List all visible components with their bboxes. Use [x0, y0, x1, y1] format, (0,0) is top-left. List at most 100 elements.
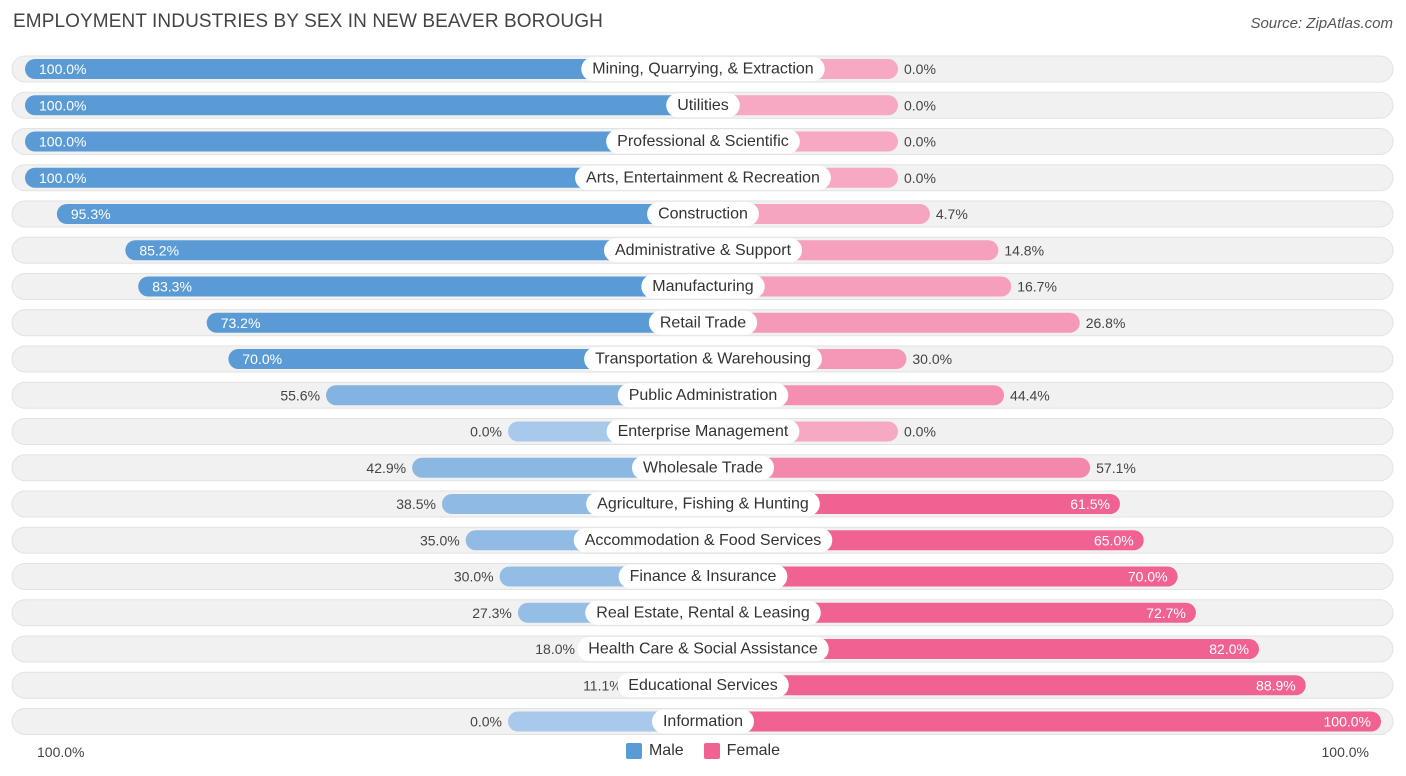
data-label-female: 44.4%	[1010, 387, 1050, 403]
data-label-female: 70.0%	[1128, 569, 1168, 585]
bar-female	[703, 457, 1091, 478]
category-pill	[648, 310, 758, 335]
bar-female	[703, 312, 1080, 333]
data-label-female: 82.0%	[1209, 641, 1249, 657]
category-pill	[651, 709, 755, 734]
category-label: Wholesale Trade	[643, 459, 763, 476]
legend-label-female: Female	[726, 742, 781, 759]
legend: Male Female	[0, 742, 1406, 760]
category-label: Retail Trade	[660, 314, 746, 331]
data-label-female: 61.5%	[1070, 496, 1110, 512]
bar-female	[703, 711, 1381, 732]
category-pill	[647, 202, 759, 226]
category-pill	[585, 600, 821, 625]
data-label-male: 100.0%	[39, 170, 86, 186]
category-pill	[641, 274, 765, 299]
bar-male	[326, 385, 703, 406]
data-label-female: 0.0%	[904, 97, 936, 113]
category-label: Utilities	[677, 97, 729, 114]
bar-male	[138, 276, 703, 297]
data-label-male: 35.0%	[420, 532, 460, 548]
chart-title: EMPLOYMENT INDUSTRIES BY SEX IN NEW BEAV…	[13, 11, 603, 32]
category-pill	[631, 455, 775, 480]
data-label-female: 14.8%	[1004, 242, 1044, 258]
category-label: Enterprise Management	[618, 423, 789, 440]
category-label: Information	[663, 713, 743, 730]
bar-female	[703, 602, 1196, 623]
data-label-female: 4.7%	[936, 206, 968, 222]
bar-male	[228, 349, 703, 369]
category-pill	[603, 238, 803, 263]
category-label: Professional & Scientific	[617, 133, 789, 150]
legend-label-male: Male	[648, 742, 684, 759]
bar-female	[703, 95, 898, 116]
category-label: Health Care & Social Assistance	[588, 641, 818, 658]
data-label-male: 85.2%	[139, 242, 179, 258]
legend-item-female[interactable]: Female	[703, 742, 781, 760]
data-label-male: 42.9%	[366, 460, 406, 476]
legend-swatch-female	[703, 743, 720, 759]
data-label-male: 100.0%	[39, 61, 86, 77]
category-label: Mining, Quarrying, & Extraction	[592, 61, 813, 78]
data-label-male: 83.3%	[152, 279, 192, 295]
category-pill	[581, 57, 825, 81]
category-pill	[577, 637, 829, 661]
category-label: Transportation & Warehousing	[595, 351, 811, 368]
data-label-male: 95.3%	[71, 206, 111, 222]
legend-item-male[interactable]: Male	[625, 742, 684, 760]
data-label-male: 0.0%	[470, 714, 502, 730]
data-label-female: 30.0%	[912, 351, 952, 367]
bar-female	[703, 276, 1012, 297]
category-label: Agriculture, Fishing & Hunting	[597, 496, 809, 513]
bar-female	[703, 566, 1178, 587]
data-label-female: 100.0%	[1324, 714, 1371, 730]
category-pill	[573, 528, 833, 553]
bar-male	[412, 457, 703, 478]
data-label-male: 38.5%	[396, 496, 436, 512]
category-label: Arts, Entertainment & Recreation	[586, 169, 820, 186]
category-pill	[606, 419, 800, 444]
data-label-male: 27.3%	[472, 605, 512, 621]
source-credit: Source: ZipAtlas.com	[1250, 15, 1393, 32]
data-label-male: 70.0%	[242, 351, 282, 367]
data-label-female: 26.8%	[1086, 315, 1126, 331]
data-label-female: 88.9%	[1256, 677, 1296, 693]
data-label-male: 11.1%	[583, 677, 622, 693]
category-label: Educational Services	[628, 677, 777, 694]
data-label-male: 55.6%	[280, 387, 320, 403]
category-label: Construction	[658, 206, 748, 223]
data-label-female: 16.7%	[1017, 279, 1057, 295]
category-pill	[617, 383, 789, 408]
data-label-male: 100.0%	[39, 97, 86, 113]
category-label: Manufacturing	[652, 278, 753, 295]
bar-male	[125, 240, 704, 261]
data-label-female: 0.0%	[904, 424, 936, 440]
category-pill	[617, 673, 789, 698]
category-label: Accommodation & Food Services	[585, 532, 822, 549]
axis-label-right: 100.0%	[1321, 744, 1369, 760]
data-label-male: 30.0%	[454, 569, 494, 585]
category-label: Finance & Insurance	[630, 568, 777, 585]
data-label-male: 100.0%	[39, 134, 86, 150]
category-label: Administrative & Support	[615, 242, 792, 259]
category-pill	[575, 165, 831, 190]
category-label: Public Administration	[629, 387, 778, 404]
bar-male	[25, 131, 703, 152]
category-pill	[584, 347, 822, 371]
bar-female	[703, 639, 1259, 659]
bar-male	[25, 167, 703, 188]
axis-label-left: 100.0%	[37, 744, 85, 760]
data-label-female: 0.0%	[904, 134, 936, 150]
data-label-female: 65.0%	[1094, 532, 1134, 548]
bar-female	[703, 204, 930, 224]
category-pill	[586, 492, 820, 516]
data-label-male: 73.2%	[221, 315, 261, 331]
bar-female	[703, 675, 1306, 696]
data-label-male: 18.0%	[535, 641, 575, 657]
diverging-bar-chart: 100.0% 0.0% Mining, Quarrying, & Extractio…	[11, 55, 1394, 735]
category-pill	[606, 129, 800, 154]
bar-male	[56, 204, 703, 224]
data-label-female: 72.7%	[1146, 605, 1186, 621]
legend-swatch-male	[625, 743, 642, 759]
category-pill	[666, 93, 740, 118]
